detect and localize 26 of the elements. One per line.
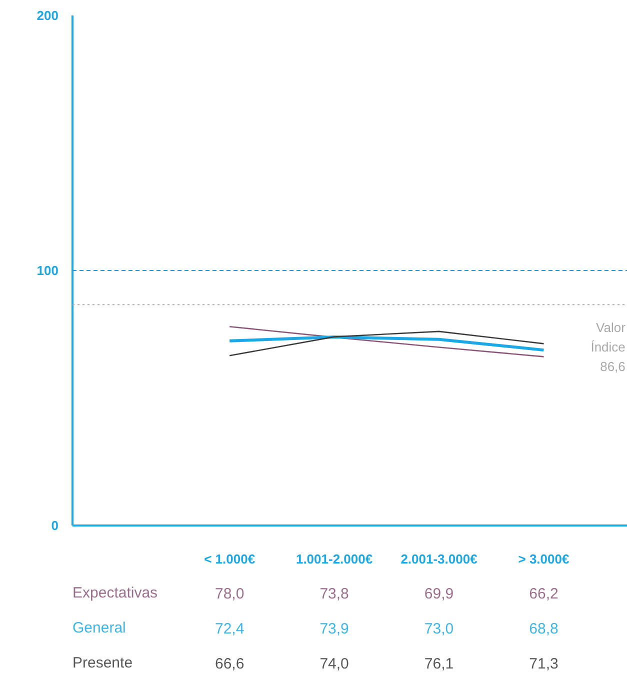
line-series [228, 330, 544, 356]
text: Expectativas [72, 584, 158, 602]
data-label: 78,0 [214, 586, 244, 602]
text: Presente [72, 654, 133, 672]
x-tick-label: 2.001-3.000€ [400, 552, 478, 566]
data-label: 71,3 [529, 656, 558, 672]
data-label: 73,0 [424, 620, 454, 638]
text: General [72, 620, 126, 636]
y-tick-label: 0 [51, 518, 59, 533]
line-series [228, 326, 544, 358]
data-label: 76,1 [424, 656, 454, 672]
line-series [228, 336, 546, 352]
x-tick-label: 1.001-2.000€ [296, 552, 373, 566]
y-tick-label: 200 [36, 8, 59, 23]
ref-line-label: Valor Índice 86,6 [590, 320, 626, 374]
data-label: 74,0 [320, 656, 349, 672]
data-label: 73,9 [320, 620, 349, 638]
data-label: 69,9 [424, 586, 454, 602]
y-tick-label: 100 [36, 263, 59, 278]
data-label: 68,8 [529, 620, 558, 638]
data-label: 72,4 [214, 620, 244, 638]
data-label: 66,2 [529, 586, 558, 602]
x-tick-label: < 1.000€ [204, 552, 256, 566]
data-label: 73,8 [320, 586, 349, 602]
x-tick-label: > 3.000€ [518, 552, 570, 566]
data-label: 66,6 [214, 656, 244, 672]
